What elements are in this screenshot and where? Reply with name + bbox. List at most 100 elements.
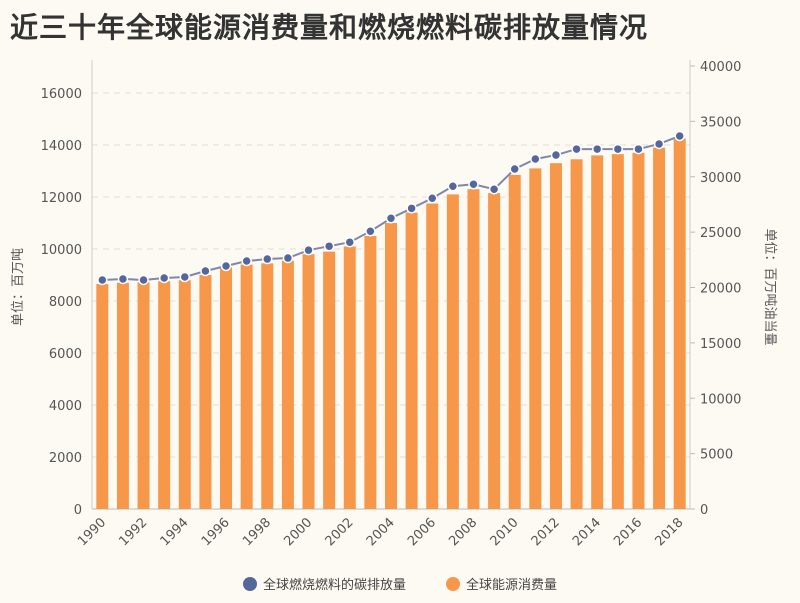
right-tick-label: 10000: [700, 392, 741, 407]
bar-1990: [96, 284, 109, 509]
point-2015: [612, 143, 624, 155]
bar-2006: [426, 203, 439, 509]
bar-2004: [385, 223, 397, 509]
bar-2015: [611, 154, 624, 509]
left-tick-label: 14000: [41, 139, 82, 154]
bar-1994: [178, 280, 191, 509]
bar-1993: [158, 281, 171, 509]
legend-label-energy: 全球能源消费量: [466, 578, 558, 593]
legend-marker-emissions: [242, 576, 257, 591]
point-2011: [530, 153, 541, 165]
point-1992: [138, 274, 149, 286]
point-2016: [633, 143, 644, 155]
left-tick-label: 4000: [49, 399, 82, 414]
x-tick-label: 2016: [611, 515, 645, 549]
x-tick-label: 1998: [240, 515, 274, 549]
point-1993: [158, 272, 170, 284]
right-tick-label: 40000: [700, 60, 741, 75]
left-tick-label: 16000: [41, 87, 82, 102]
x-tick-label: 2000: [281, 515, 315, 549]
x-tick-label: 2014: [570, 515, 604, 549]
point-2001: [323, 240, 335, 252]
x-tick-label: 2010: [488, 515, 522, 549]
point-1998: [262, 253, 273, 265]
bar-2012: [549, 163, 562, 509]
legend-item-energy[interactable]: 全球能源消费量: [446, 574, 557, 593]
bar-1998: [261, 263, 274, 509]
point-2008: [468, 179, 479, 190]
legend-item-emissions[interactable]: 全球燃烧燃料的碳排放量: [242, 574, 406, 593]
bar-2005: [405, 212, 418, 509]
bar-2009: [488, 193, 501, 509]
left-tick-label: 2000: [49, 451, 82, 466]
bar-2003: [364, 236, 377, 509]
right-tick-label: 20000: [700, 282, 741, 297]
bar-2016: [632, 152, 645, 510]
x-tick-label: 1994: [158, 515, 192, 549]
point-2010: [509, 163, 520, 175]
bar-2011: [529, 168, 542, 509]
point-1999: [282, 252, 294, 264]
x-tick-label: 2006: [405, 515, 439, 549]
right-tick-label: 0: [700, 503, 708, 518]
bar-1999: [281, 260, 294, 509]
point-2017: [653, 138, 665, 150]
right-axis-label: 单位：百万吨油当量: [762, 228, 777, 345]
x-tick-label: 2008: [446, 515, 480, 549]
legend-marker-energy: [446, 576, 460, 591]
bar-1991: [116, 282, 129, 509]
bar-2008: [467, 189, 480, 509]
point-2002: [344, 236, 356, 248]
bar-1997: [240, 264, 253, 509]
point-1990: [97, 274, 108, 286]
right-tick-label: 5000: [700, 448, 733, 463]
chart-title: 近三十年全球能源消费量和燃烧燃料碳排放量情况: [10, 11, 649, 44]
point-2014: [591, 143, 603, 155]
right-tick-label: 15000: [700, 337, 741, 352]
x-tick-label: 2002: [323, 515, 357, 549]
bar-2014: [591, 155, 604, 509]
right-tick-label: 30000: [700, 171, 741, 186]
legend-label-emissions: 全球燃烧燃料的碳排放量: [262, 578, 406, 593]
x-tick-label: 2018: [653, 515, 687, 549]
right-tick-label: 35000: [700, 115, 741, 130]
point-2004: [385, 213, 397, 224]
bar-1995: [199, 275, 212, 509]
x-tick-label: 1992: [116, 515, 150, 549]
bar-2002: [343, 246, 356, 509]
bar-2018: [673, 138, 686, 509]
bar-2007: [446, 194, 459, 509]
x-tick-label: 2004: [364, 515, 398, 549]
point-1991: [117, 273, 129, 285]
x-tick-label: 1990: [75, 515, 109, 549]
point-2003: [365, 225, 376, 237]
right-tick-label: 25000: [700, 226, 741, 241]
point-1994: [179, 271, 191, 283]
left-tick-label: 6000: [49, 347, 82, 362]
point-1995: [200, 265, 211, 277]
point-2006: [426, 192, 438, 204]
bar-2010: [508, 174, 521, 509]
point-2000: [303, 244, 314, 256]
point-2012: [550, 149, 562, 161]
bar-2013: [570, 159, 583, 510]
left-axis-label: 单位：百万吨: [11, 248, 26, 326]
point-2005: [406, 203, 417, 214]
legend: 全球燃烧燃料的碳排放量 全球能源消费量: [0, 574, 800, 593]
point-2018: [674, 130, 685, 142]
x-tick-label: 2012: [529, 515, 563, 549]
left-tick-label: 10000: [41, 243, 82, 258]
x-tick-label: 1996: [199, 515, 233, 549]
point-2009: [488, 184, 500, 195]
point-2007: [447, 181, 459, 192]
point-1996: [220, 260, 232, 272]
bar-1996: [220, 267, 233, 509]
bar-2001: [323, 251, 336, 509]
bar-2017: [653, 147, 666, 509]
bar-2000: [302, 254, 315, 509]
left-tick-label: 0: [74, 503, 82, 518]
bar-1992: [137, 282, 150, 509]
point-1997: [241, 255, 252, 267]
